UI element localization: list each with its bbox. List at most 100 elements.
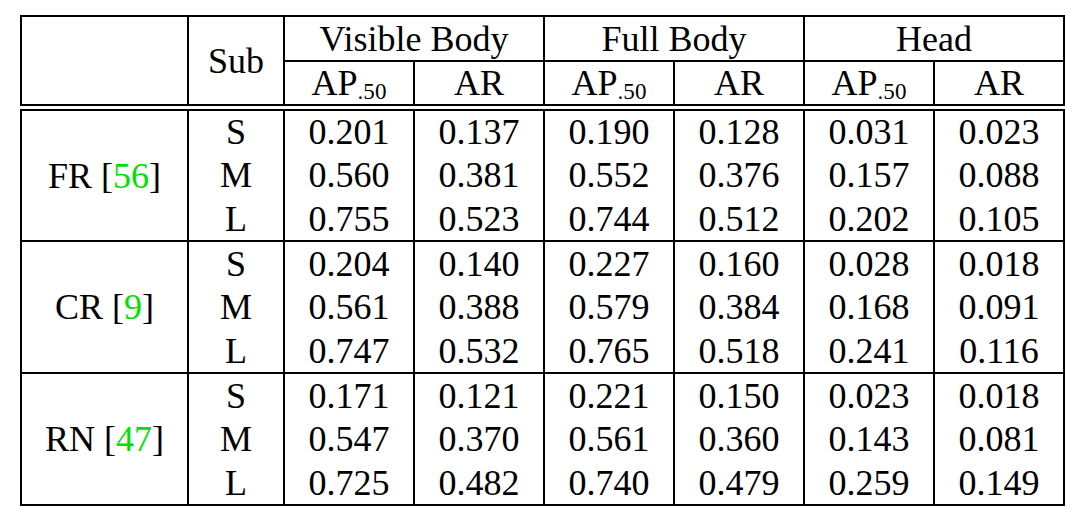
metric-value-cell: 0.150 <box>674 373 804 417</box>
metric-value-cell: 0.137 <box>414 108 544 154</box>
metric-value-cell: 0.765 <box>544 329 674 373</box>
metric-value-cell: 0.031 <box>804 108 934 154</box>
method-cell-fr: FR [56] <box>21 108 188 242</box>
metric-value-cell: 0.143 <box>804 417 934 461</box>
method-label: CR [ <box>55 287 124 327</box>
method-label-suffix: ] <box>149 156 161 196</box>
method-cell-cr: CR [9] <box>21 241 188 373</box>
metric-value-cell: 0.023 <box>804 373 934 417</box>
metric-value-cell: 0.088 <box>934 153 1064 197</box>
subset-cell: M <box>188 285 284 329</box>
ap-subscript: .50 <box>358 78 387 104</box>
citation-link[interactable]: 9 <box>124 287 142 327</box>
metric-value-cell: 0.204 <box>284 241 414 285</box>
table-header: Sub Visible Body Full Body Head AP.50 AR… <box>21 16 1064 108</box>
col-header-ar-full: AR <box>674 61 804 108</box>
subset-cell: M <box>188 153 284 197</box>
metric-value-cell: 0.547 <box>284 417 414 461</box>
table-row: FR [56] S 0.201 0.137 0.190 0.128 0.031 … <box>21 108 1064 154</box>
metric-value-cell: 0.149 <box>934 461 1064 505</box>
metric-value-cell: 0.128 <box>674 108 804 154</box>
metric-value-cell: 0.744 <box>544 197 674 241</box>
subset-cell: S <box>188 373 284 417</box>
method-cell-rn: RN [47] <box>21 373 188 505</box>
ap-subscript: .50 <box>878 78 907 104</box>
metric-value-cell: 0.376 <box>674 153 804 197</box>
subset-cell: S <box>188 108 284 154</box>
ap-label: AP <box>832 63 878 103</box>
ap-label: AP <box>312 63 358 103</box>
metric-value-cell: 0.370 <box>414 417 544 461</box>
method-label-suffix: ] <box>152 419 164 459</box>
citation-link[interactable]: 56 <box>113 156 149 196</box>
metric-value-cell: 0.018 <box>934 241 1064 285</box>
subset-cell: S <box>188 241 284 285</box>
metric-value-cell: 0.479 <box>674 461 804 505</box>
metric-value-cell: 0.561 <box>284 285 414 329</box>
metric-value-cell: 0.171 <box>284 373 414 417</box>
ap-subscript: .50 <box>618 78 647 104</box>
col-header-ar-head: AR <box>934 61 1064 108</box>
metric-value-cell: 0.091 <box>934 285 1064 329</box>
metric-value-cell: 0.168 <box>804 285 934 329</box>
corner-cell <box>21 16 188 108</box>
metric-value-cell: 0.388 <box>414 285 544 329</box>
metric-value-cell: 0.560 <box>284 153 414 197</box>
table-body: FR [56] S 0.201 0.137 0.190 0.128 0.031 … <box>21 108 1064 506</box>
metric-value-cell: 0.121 <box>414 373 544 417</box>
metric-value-cell: 0.190 <box>544 108 674 154</box>
metric-value-cell: 0.532 <box>414 329 544 373</box>
citation-link[interactable]: 47 <box>116 419 152 459</box>
subset-cell: M <box>188 417 284 461</box>
metric-value-cell: 0.755 <box>284 197 414 241</box>
metric-value-cell: 0.360 <box>674 417 804 461</box>
metric-value-cell: 0.561 <box>544 417 674 461</box>
detection-results-table: Sub Visible Body Full Body Head AP.50 AR… <box>20 15 1065 506</box>
col-group-visible-body: Visible Body <box>284 16 544 61</box>
metric-value-cell: 0.740 <box>544 461 674 505</box>
metric-value-cell: 0.227 <box>544 241 674 285</box>
table-row: CR [9] S 0.204 0.140 0.227 0.160 0.028 0… <box>21 241 1064 285</box>
metric-value-cell: 0.018 <box>934 373 1064 417</box>
page: Sub Visible Body Full Body Head AP.50 AR… <box>0 0 1080 521</box>
table-row: RN [47] S 0.171 0.121 0.221 0.150 0.023 … <box>21 373 1064 417</box>
method-label-suffix: ] <box>142 287 154 327</box>
subset-cell: L <box>188 197 284 241</box>
col-header-ap50-visible: AP.50 <box>284 61 414 108</box>
col-header-ap50-head: AP.50 <box>804 61 934 108</box>
metric-value-cell: 0.384 <box>674 285 804 329</box>
metric-value-cell: 0.579 <box>544 285 674 329</box>
method-label: FR [ <box>48 156 113 196</box>
metric-value-cell: 0.241 <box>804 329 934 373</box>
metric-value-cell: 0.512 <box>674 197 804 241</box>
metric-value-cell: 0.157 <box>804 153 934 197</box>
metric-value-cell: 0.081 <box>934 417 1064 461</box>
subset-cell: L <box>188 329 284 373</box>
metric-value-cell: 0.259 <box>804 461 934 505</box>
metric-value-cell: 0.202 <box>804 197 934 241</box>
metric-value-cell: 0.160 <box>674 241 804 285</box>
metric-value-cell: 0.028 <box>804 241 934 285</box>
metric-value-cell: 0.523 <box>414 197 544 241</box>
metric-value-cell: 0.725 <box>284 461 414 505</box>
metric-value-cell: 0.116 <box>934 329 1064 373</box>
metric-value-cell: 0.381 <box>414 153 544 197</box>
metric-value-cell: 0.023 <box>934 108 1064 154</box>
ap-label: AP <box>572 63 618 103</box>
metric-value-cell: 0.140 <box>414 241 544 285</box>
col-group-head: Head <box>804 16 1064 61</box>
metric-value-cell: 0.747 <box>284 329 414 373</box>
metric-value-cell: 0.552 <box>544 153 674 197</box>
metric-value-cell: 0.518 <box>674 329 804 373</box>
method-label: RN [ <box>45 419 116 459</box>
metric-value-cell: 0.201 <box>284 108 414 154</box>
col-header-ap50-full: AP.50 <box>544 61 674 108</box>
metric-value-cell: 0.482 <box>414 461 544 505</box>
metric-value-cell: 0.221 <box>544 373 674 417</box>
header-row-groups: Sub Visible Body Full Body Head <box>21 16 1064 61</box>
subset-cell: L <box>188 461 284 505</box>
col-group-full-body: Full Body <box>544 16 804 61</box>
col-header-ar-visible: AR <box>414 61 544 108</box>
metric-value-cell: 0.105 <box>934 197 1064 241</box>
col-header-sub: Sub <box>188 16 284 108</box>
